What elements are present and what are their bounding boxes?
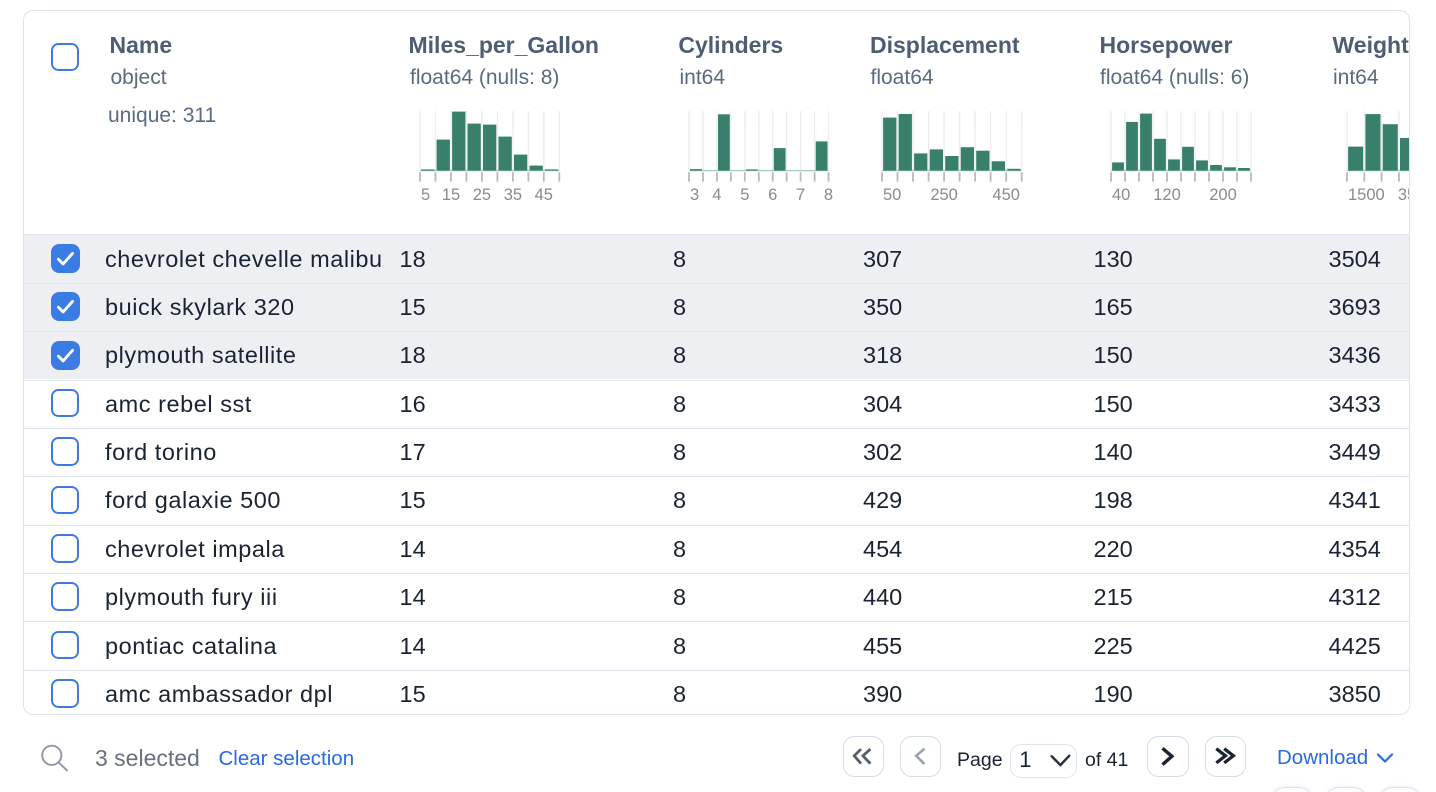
svg-text:45: 45 — [535, 186, 553, 204]
svg-text:1500: 1500 — [1348, 186, 1385, 204]
svg-text:250: 250 — [930, 186, 958, 204]
svg-text:200: 200 — [1209, 186, 1237, 204]
svg-text:6: 6 — [768, 186, 777, 204]
svg-text:120: 120 — [1153, 186, 1181, 204]
svg-text:15: 15 — [442, 186, 460, 204]
svg-text:5: 5 — [740, 186, 749, 204]
svg-text:25: 25 — [473, 186, 491, 204]
svg-text:40: 40 — [1112, 186, 1130, 204]
svg-text:7: 7 — [796, 186, 805, 204]
svg-text:5: 5 — [421, 186, 430, 204]
svg-text:35: 35 — [504, 186, 522, 204]
svg-text:3500: 3500 — [1398, 186, 1410, 204]
svg-text:3: 3 — [690, 186, 699, 204]
svg-text:4: 4 — [712, 186, 721, 204]
svg-text:450: 450 — [992, 186, 1020, 204]
svg-text:8: 8 — [824, 186, 833, 204]
svg-text:50: 50 — [883, 186, 901, 204]
